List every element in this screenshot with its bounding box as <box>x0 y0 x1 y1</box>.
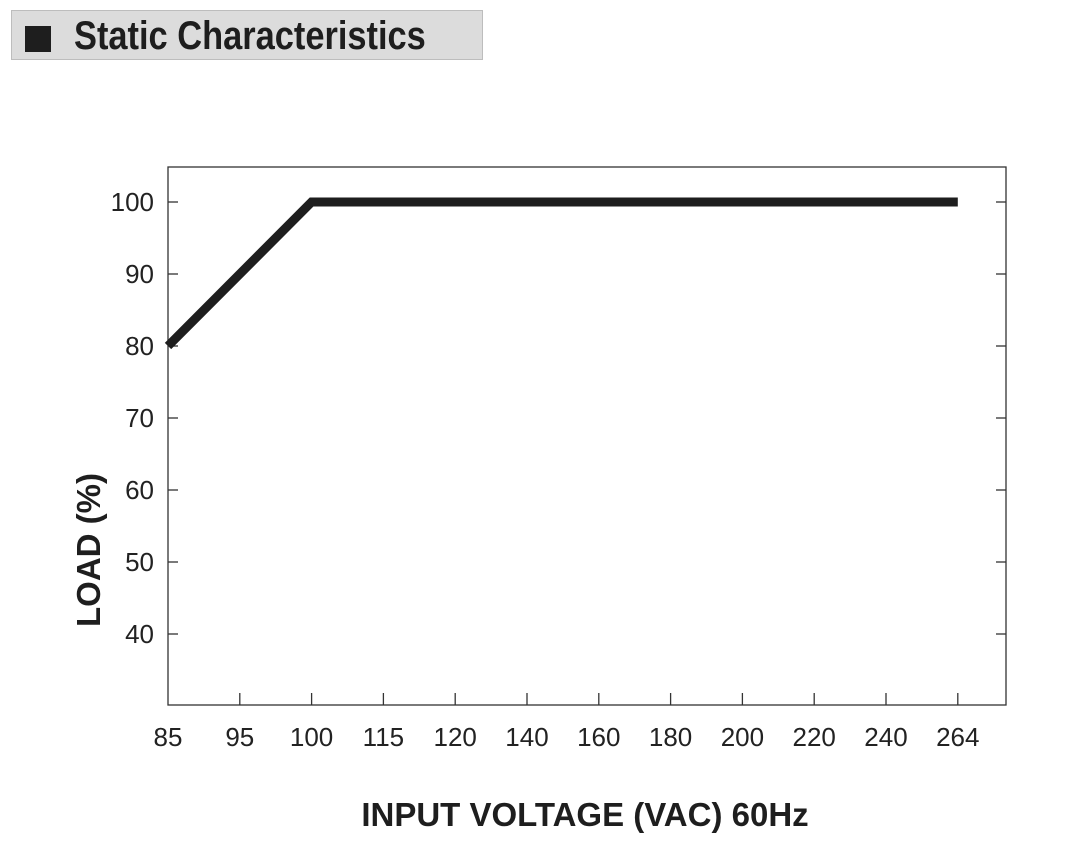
load-derating-line <box>164 197 958 350</box>
x-tick-label: 140 <box>505 722 548 752</box>
x-tick-label: 115 <box>363 722 404 752</box>
section-header: Static Characteristics <box>11 10 483 60</box>
filled-square-icon <box>25 26 51 52</box>
x-tick-label: 100 <box>290 722 333 752</box>
y-tick-label: 60 <box>125 475 154 505</box>
x-tick-label: 240 <box>864 722 907 752</box>
x-tick-label: 220 <box>793 722 836 752</box>
y-axis: 40 50 60 70 80 90 100 <box>111 187 1006 649</box>
x-tick-label: 95 <box>225 722 254 752</box>
y-tick-label: 40 <box>125 619 154 649</box>
x-tick-label: 180 <box>649 722 692 752</box>
x-tick-label: 85 <box>154 722 183 752</box>
x-tick-label: 120 <box>434 722 477 752</box>
y-tick-label: 100 <box>111 187 154 217</box>
y-tick-label: 80 <box>125 331 154 361</box>
section-title: Static Characteristics <box>74 14 426 58</box>
x-tick-label: 200 <box>721 722 764 752</box>
series-group <box>164 197 958 350</box>
y-tick-label: 70 <box>125 403 154 433</box>
x-axis-title: INPUT VOLTAGE (VAC) 60Hz <box>361 796 808 833</box>
x-tick-label: 264 <box>936 722 979 752</box>
plot-frame <box>167 166 1007 706</box>
y-tick-label: 50 <box>125 547 154 577</box>
y-tick-label: 90 <box>125 259 154 289</box>
y-axis-title: LOAD (%) <box>70 473 107 627</box>
x-tick-label: 160 <box>577 722 620 752</box>
x-axis: 85 95 100 115 120 140 160 180 200 220 240 264 <box>154 693 979 752</box>
